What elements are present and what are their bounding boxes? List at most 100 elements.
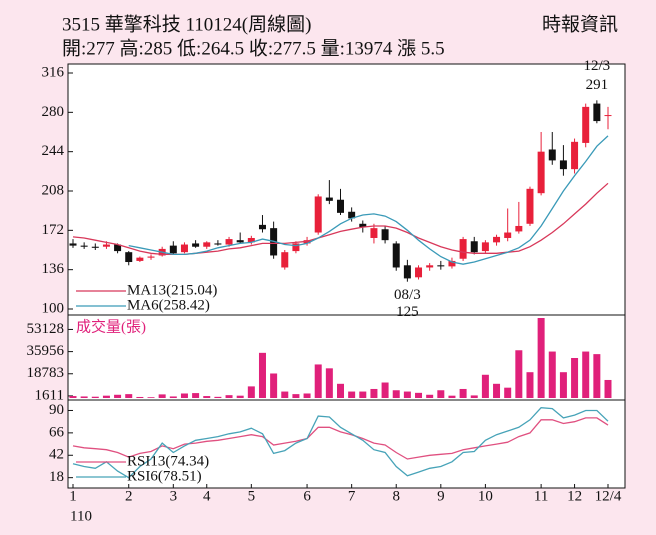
candle-body [114, 244, 122, 252]
candle-body [370, 228, 378, 238]
candle-body [493, 236, 501, 243]
candle-body [582, 106, 590, 143]
volume-bar [403, 391, 411, 398]
volume-bar [504, 387, 512, 398]
y-tick-label: 18 [49, 469, 64, 485]
x-tick-label: 6 [303, 488, 311, 504]
x-tick-label: 5 [248, 488, 256, 504]
volume-bar [292, 394, 300, 398]
volume-bar [225, 395, 233, 398]
candle-body [80, 245, 88, 247]
volume-bar [381, 382, 389, 398]
y-tick-label: 172 [42, 222, 65, 238]
x-tick-label: 8 [392, 488, 400, 504]
candle-body [470, 241, 478, 253]
x-sublabel: 110 [70, 508, 92, 524]
y-tick-label: 316 [42, 64, 65, 80]
volume-bar [537, 318, 545, 398]
y-tick-label: 53128 [27, 321, 65, 337]
y-tick-label: 35956 [27, 343, 65, 359]
volume-bar [448, 395, 456, 398]
volume-bar [80, 396, 88, 398]
x-tick-label: 2 [125, 488, 133, 504]
volume-bar [325, 368, 333, 398]
candle-body [448, 260, 456, 267]
candle-body [125, 252, 133, 263]
volume-bar [459, 388, 467, 398]
candle-body [281, 252, 289, 268]
annotation-value: 291 [586, 77, 609, 93]
y-tick-label: 42 [49, 447, 64, 463]
legend-label: MA6(258.42) [127, 297, 210, 313]
candle-body [426, 265, 434, 268]
y-tick-label: 18783 [27, 365, 65, 381]
x-tick-label: 11 [534, 488, 548, 504]
volume-bar [526, 372, 534, 398]
candle-body [437, 265, 445, 267]
volume-bar [604, 379, 612, 398]
volume-bar [102, 395, 110, 398]
y-tick-label: 208 [42, 182, 65, 198]
volume-bar [481, 374, 489, 398]
y-tick-label: 1611 [35, 387, 64, 403]
volume-bar [548, 351, 556, 398]
volume-bar [571, 358, 579, 398]
candle-body [481, 242, 489, 252]
x-tick-label: 3 [170, 488, 178, 504]
candle-body [537, 151, 545, 194]
quote-line: 開:277 高:285 低:264.5 收:277.5 量:13974 漲 5.… [62, 37, 445, 59]
candle-body [236, 240, 244, 243]
candle-body [314, 196, 322, 233]
volume-bar [303, 393, 311, 398]
volume-bar [337, 383, 344, 398]
volume-bar [470, 395, 478, 398]
y-tick-label: 244 [42, 143, 65, 159]
line-series [128, 135, 609, 265]
volume-bar [281, 391, 289, 398]
y-tick-label: 280 [42, 104, 65, 120]
annotation-value: 125 [396, 304, 419, 320]
line-series [72, 182, 609, 256]
candle-body [147, 256, 155, 258]
volume-bar [158, 394, 166, 398]
candle-body [348, 211, 356, 219]
x-tick-label: 1 [69, 488, 77, 504]
volume-bar [593, 354, 601, 398]
volume-bar [69, 396, 77, 398]
candle-body [136, 257, 144, 261]
candle-body [415, 267, 423, 278]
line-series [72, 407, 609, 479]
candle-body [180, 244, 188, 253]
candle-body [214, 243, 222, 245]
volume-bar [247, 386, 255, 398]
volume-bar [147, 397, 155, 398]
source: 時報資訊 [542, 13, 618, 35]
volume-bar [582, 351, 590, 398]
volume-bar [415, 392, 423, 398]
candle-body [247, 237, 255, 243]
x-tick-label: 10 [478, 488, 493, 504]
volume-bar [203, 396, 211, 398]
volume-bar [169, 396, 177, 398]
volume-bar [258, 352, 266, 398]
x-tick-label: 7 [348, 488, 356, 504]
candle-body [515, 225, 523, 232]
panel-title: 成交量(張) [76, 317, 146, 335]
y-tick-label: 66 [49, 424, 65, 440]
volume-bar [437, 390, 445, 398]
x-tick-label: 12 [567, 488, 582, 504]
candle-body [381, 229, 389, 241]
x-tick-label: 9 [437, 488, 445, 504]
candle-body [169, 245, 177, 254]
candle-body [403, 265, 411, 279]
volume-bar [236, 395, 244, 398]
annotation-label: 12/3 [584, 58, 611, 74]
x-tick-label: 12/4 [595, 488, 622, 504]
candle-body [325, 197, 333, 201]
volume-bar [515, 350, 523, 398]
volume-bar [136, 396, 144, 398]
chart-title: 3515 華擎科技 110124(周線圖) [62, 13, 311, 35]
volume-bar [192, 393, 200, 398]
volume-bar [314, 364, 322, 398]
y-tick-label: 90 [49, 402, 64, 418]
